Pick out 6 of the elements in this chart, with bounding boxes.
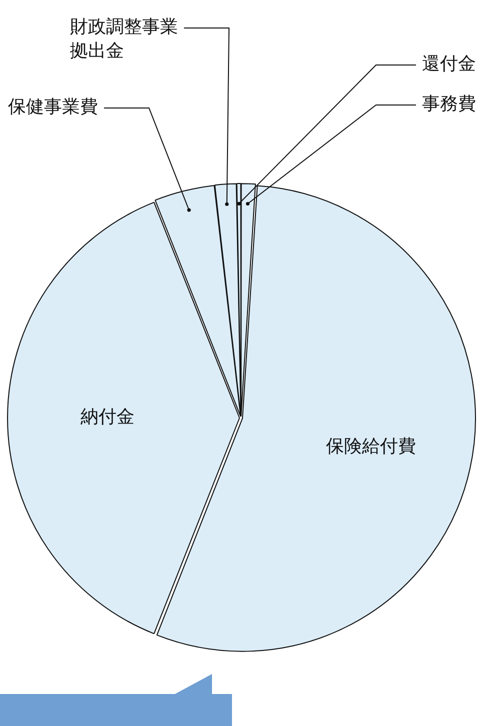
slice-label: 保健事業費: [8, 96, 98, 118]
slice-label: 事務費: [422, 94, 476, 115]
slice-label: 財政調整事業拠出金: [70, 16, 178, 62]
slice-label: 納付金: [80, 406, 135, 428]
slice-label: 保険給付費: [326, 436, 416, 457]
slice-label: 還付金: [422, 54, 476, 75]
